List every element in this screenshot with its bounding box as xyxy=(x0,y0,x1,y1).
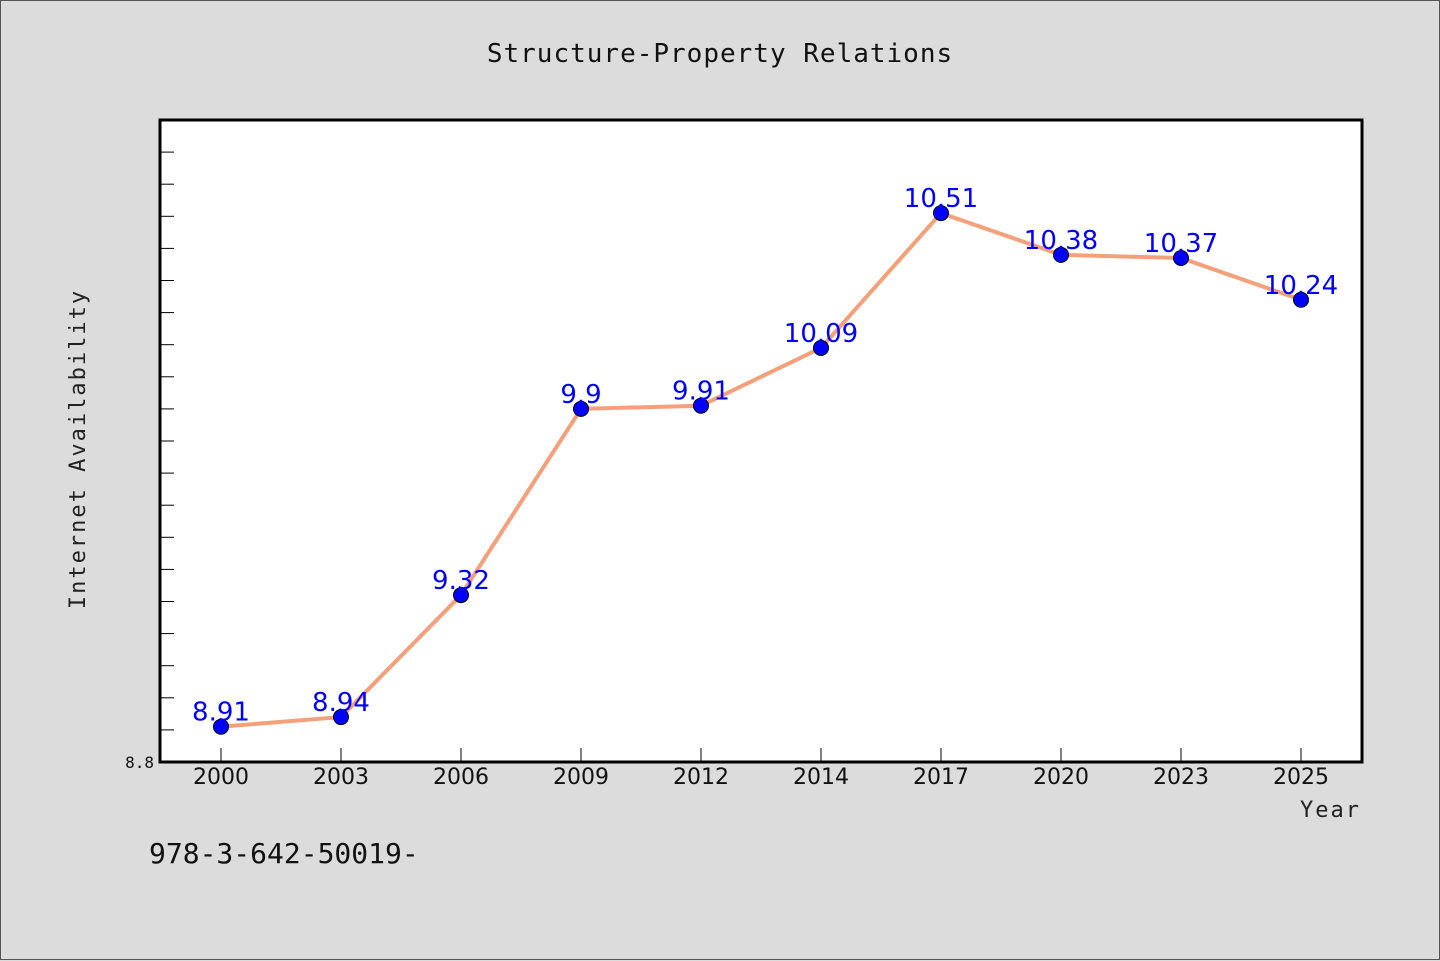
data-label: 10.37 xyxy=(1144,229,1218,259)
x-tick-label: 2020 xyxy=(1033,765,1089,790)
y-axis-ticks: 8.8 xyxy=(125,151,174,772)
data-point xyxy=(333,709,349,726)
data-point xyxy=(573,400,589,417)
x-tick-label: 2023 xyxy=(1153,765,1209,790)
data-point xyxy=(693,397,709,414)
data-label: 8.91 xyxy=(192,698,250,728)
data-point xyxy=(1173,250,1189,267)
x-tick-label: 2009 xyxy=(553,765,609,790)
data-label: 10.09 xyxy=(784,319,858,349)
chart-title: Structure-Property Relations xyxy=(487,39,953,69)
x-tick-label: 2017 xyxy=(913,765,969,790)
data-label: 10.24 xyxy=(1264,271,1338,301)
y-tick-label: 8.8 xyxy=(125,753,154,772)
x-tick-label: 2006 xyxy=(433,765,489,790)
data-label: 9.9 xyxy=(560,380,601,410)
data-point xyxy=(1053,246,1069,263)
plot-area xyxy=(158,118,1364,764)
x-tick-label: 2014 xyxy=(793,765,849,790)
data-label: 8.94 xyxy=(312,688,370,718)
data-point xyxy=(813,339,829,356)
data-label: 9.32 xyxy=(432,566,490,596)
data-labels: 8.91 8.94 9.32 9.9 9.91 10.09 10.51 10.38 10.37 1… xyxy=(192,184,1338,728)
x-tick-label: 2000 xyxy=(193,765,249,790)
data-label: 10.38 xyxy=(1024,226,1098,256)
x-tick-label: 2003 xyxy=(313,765,369,790)
data-label: 9.91 xyxy=(672,377,730,407)
series-line xyxy=(220,211,1302,729)
series-polyline xyxy=(220,211,1302,729)
data-point xyxy=(213,718,229,735)
data-label: 10.51 xyxy=(904,184,978,214)
y-axis-label: Internet Availability xyxy=(66,289,91,609)
data-point xyxy=(453,587,469,604)
series-markers xyxy=(213,205,1309,735)
data-point xyxy=(1293,291,1309,308)
x-axis-ticks: 2000 2003 2006 2009 2012 2014 2017 2020 2023 2025 xyxy=(193,748,1329,790)
x-tick-label: 2025 xyxy=(1273,765,1329,790)
footnote-isbn: 978-3-642-50019- xyxy=(149,837,419,870)
x-axis-label: Year xyxy=(1300,798,1361,823)
x-tick-label: 2012 xyxy=(673,765,729,790)
data-point xyxy=(933,205,949,222)
